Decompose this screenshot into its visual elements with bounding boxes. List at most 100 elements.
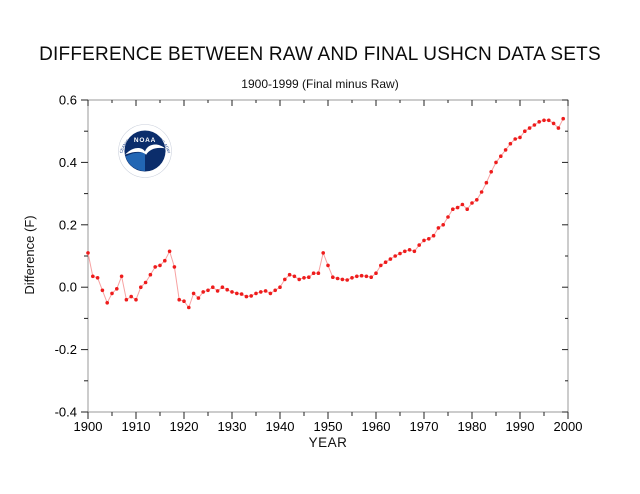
data-point — [158, 263, 162, 268]
data-point — [91, 274, 95, 279]
y-axis-ticks — [81, 99, 568, 413]
data-point — [254, 291, 258, 296]
data-point — [244, 294, 249, 299]
x-tick-label: 1920 — [170, 419, 199, 434]
data-point — [182, 299, 186, 304]
data-point — [259, 290, 263, 294]
data-point — [105, 301, 109, 305]
data-line — [87, 118, 564, 309]
data-point — [374, 271, 378, 276]
x-axis-ticks — [87, 100, 569, 419]
data-point — [100, 288, 105, 293]
data-point — [518, 135, 522, 140]
data-point — [446, 215, 450, 219]
data-point — [513, 137, 517, 141]
data-point — [302, 276, 306, 280]
data-point — [484, 180, 489, 185]
data-point — [475, 198, 479, 202]
noaa-logo-bird-icon — [125, 144, 165, 155]
data-point — [422, 238, 426, 243]
data-point — [470, 201, 474, 205]
data-point — [283, 277, 287, 282]
data-point — [297, 277, 302, 282]
data-point — [465, 207, 470, 211]
data-point — [191, 291, 196, 296]
data-point — [407, 248, 412, 252]
data-point — [503, 148, 508, 152]
data-point — [527, 126, 532, 130]
y-tick-label: -0.2 — [55, 342, 77, 357]
data-point — [508, 141, 513, 146]
data-point — [542, 118, 546, 123]
data-point — [167, 249, 172, 254]
data-point — [206, 288, 210, 293]
data-point — [489, 170, 494, 174]
x-tick-label: 1970 — [410, 419, 439, 434]
data-point — [139, 285, 143, 290]
y-tick-label: 0.4 — [59, 155, 77, 170]
data-point — [177, 297, 181, 302]
data-point — [523, 129, 527, 133]
data-point — [369, 275, 374, 280]
x-tick-label: 1950 — [314, 419, 343, 434]
data-point — [383, 260, 388, 265]
data-point — [460, 202, 465, 207]
data-point — [364, 274, 369, 279]
data-point — [355, 274, 359, 279]
x-tick-label: 1980 — [458, 419, 487, 434]
data-point — [431, 233, 436, 238]
data-point — [311, 271, 316, 276]
data-point — [561, 116, 565, 121]
data-point — [278, 285, 282, 290]
data-point — [86, 251, 90, 255]
data-point — [143, 280, 148, 285]
data-point — [499, 154, 503, 158]
x-tick-label: 1990 — [506, 419, 535, 434]
x-axis-label: YEAR — [308, 435, 348, 450]
data-point — [340, 277, 345, 282]
data-point — [427, 237, 431, 241]
data-point — [201, 290, 205, 294]
data-point — [321, 251, 326, 255]
data-point — [110, 291, 114, 296]
data-point — [215, 289, 220, 293]
data-point — [124, 297, 129, 302]
x-tick-label: 1940 — [266, 419, 295, 434]
data-point — [388, 257, 393, 261]
data-point — [220, 285, 225, 290]
data-point — [211, 285, 215, 290]
data-point — [556, 126, 561, 130]
data-point — [479, 190, 484, 194]
data-point — [537, 120, 541, 124]
data-point — [187, 305, 191, 310]
data-point — [148, 272, 153, 277]
noaa-logo: NATIONAL OCEANIC AND ATMOSPHERIC ADMINIS… — [118, 124, 172, 178]
data-point — [115, 287, 119, 291]
data-point — [235, 291, 239, 296]
data-point — [350, 276, 354, 280]
data-point — [547, 118, 551, 123]
noaa-logo-sea — [125, 152, 145, 171]
data-point — [331, 275, 335, 280]
y-tick-label: 0.6 — [59, 93, 77, 108]
data-point — [287, 272, 292, 277]
data-point — [398, 251, 402, 256]
x-tick-label: 1930 — [218, 419, 247, 434]
data-point — [532, 123, 537, 127]
x-tick-label: 2000 — [554, 419, 583, 434]
y-tick-label: 0.0 — [59, 280, 77, 295]
data-point — [239, 292, 244, 296]
data-point — [307, 275, 311, 280]
x-tick-label: 1910 — [122, 419, 151, 434]
data-point — [379, 263, 383, 268]
data-point — [196, 296, 201, 300]
x-tick-label: 1960 — [362, 419, 391, 434]
data-point — [119, 274, 124, 279]
data-point — [441, 223, 446, 227]
data-point — [95, 276, 100, 280]
data-point — [153, 265, 157, 269]
data-point — [172, 265, 177, 269]
chart-subtitle: 1900-1999 (Final minus Raw) — [241, 77, 399, 91]
